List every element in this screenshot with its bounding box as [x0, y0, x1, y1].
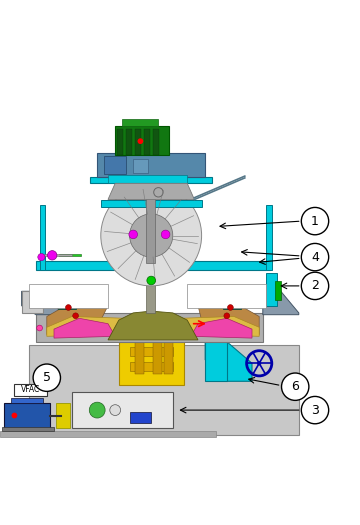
Circle shape: [38, 254, 45, 261]
Polygon shape: [108, 183, 194, 200]
FancyBboxPatch shape: [29, 284, 108, 308]
FancyBboxPatch shape: [119, 331, 184, 385]
Circle shape: [101, 185, 202, 286]
Circle shape: [89, 402, 105, 418]
FancyBboxPatch shape: [266, 274, 277, 306]
Circle shape: [301, 272, 329, 300]
FancyBboxPatch shape: [153, 334, 162, 374]
FancyBboxPatch shape: [153, 129, 159, 154]
Text: 1: 1: [311, 215, 319, 228]
FancyBboxPatch shape: [126, 129, 132, 154]
FancyBboxPatch shape: [144, 129, 150, 154]
FancyBboxPatch shape: [58, 295, 76, 309]
FancyBboxPatch shape: [14, 384, 47, 396]
FancyBboxPatch shape: [187, 284, 266, 308]
FancyBboxPatch shape: [146, 284, 155, 313]
Circle shape: [301, 244, 329, 271]
FancyBboxPatch shape: [133, 159, 148, 173]
Polygon shape: [22, 291, 61, 314]
FancyBboxPatch shape: [101, 200, 202, 207]
Circle shape: [147, 276, 156, 285]
Circle shape: [129, 230, 138, 239]
FancyBboxPatch shape: [59, 254, 81, 256]
FancyBboxPatch shape: [275, 280, 281, 300]
FancyBboxPatch shape: [11, 397, 43, 403]
Polygon shape: [108, 311, 198, 340]
FancyBboxPatch shape: [40, 254, 72, 256]
Circle shape: [73, 313, 78, 319]
FancyBboxPatch shape: [4, 403, 50, 428]
Polygon shape: [205, 342, 252, 381]
FancyBboxPatch shape: [164, 334, 173, 374]
Text: 6: 6: [291, 380, 299, 393]
Circle shape: [224, 313, 230, 319]
FancyBboxPatch shape: [146, 191, 155, 262]
Circle shape: [138, 138, 143, 144]
FancyBboxPatch shape: [104, 156, 126, 174]
FancyBboxPatch shape: [90, 177, 212, 183]
FancyBboxPatch shape: [2, 427, 54, 430]
Polygon shape: [47, 317, 126, 337]
Circle shape: [37, 325, 42, 331]
FancyBboxPatch shape: [130, 347, 173, 356]
Circle shape: [12, 413, 17, 418]
FancyBboxPatch shape: [56, 403, 70, 428]
FancyBboxPatch shape: [205, 338, 227, 381]
FancyBboxPatch shape: [223, 295, 241, 309]
FancyBboxPatch shape: [97, 153, 205, 177]
Text: 2: 2: [311, 279, 319, 292]
Polygon shape: [191, 318, 252, 338]
FancyBboxPatch shape: [122, 119, 158, 127]
Circle shape: [48, 250, 57, 260]
Circle shape: [110, 405, 121, 415]
Circle shape: [282, 373, 309, 401]
Circle shape: [33, 364, 60, 391]
FancyBboxPatch shape: [40, 205, 45, 270]
Circle shape: [161, 230, 170, 239]
FancyBboxPatch shape: [79, 295, 94, 306]
Polygon shape: [180, 317, 259, 337]
FancyBboxPatch shape: [36, 313, 263, 342]
FancyBboxPatch shape: [205, 295, 220, 306]
Circle shape: [257, 361, 261, 365]
FancyBboxPatch shape: [130, 412, 151, 423]
Polygon shape: [54, 318, 115, 338]
FancyBboxPatch shape: [135, 129, 141, 154]
Text: VFAC: VFAC: [21, 385, 40, 394]
FancyBboxPatch shape: [22, 291, 43, 313]
FancyBboxPatch shape: [117, 129, 123, 154]
Text: 5: 5: [43, 371, 51, 384]
FancyBboxPatch shape: [29, 345, 299, 435]
Circle shape: [301, 207, 329, 235]
FancyBboxPatch shape: [0, 430, 216, 437]
FancyBboxPatch shape: [149, 277, 153, 284]
FancyBboxPatch shape: [135, 334, 144, 374]
Polygon shape: [198, 302, 259, 334]
Polygon shape: [47, 302, 108, 334]
Circle shape: [228, 304, 233, 310]
FancyBboxPatch shape: [36, 261, 270, 270]
FancyBboxPatch shape: [130, 333, 173, 342]
FancyBboxPatch shape: [72, 392, 173, 428]
Circle shape: [130, 214, 173, 257]
Polygon shape: [263, 291, 299, 314]
Text: 4: 4: [311, 250, 319, 264]
FancyBboxPatch shape: [108, 175, 187, 183]
FancyBboxPatch shape: [266, 205, 272, 270]
Circle shape: [301, 396, 329, 424]
Text: 3: 3: [311, 404, 319, 417]
Circle shape: [66, 304, 71, 310]
FancyBboxPatch shape: [130, 362, 173, 371]
FancyBboxPatch shape: [115, 125, 169, 154]
